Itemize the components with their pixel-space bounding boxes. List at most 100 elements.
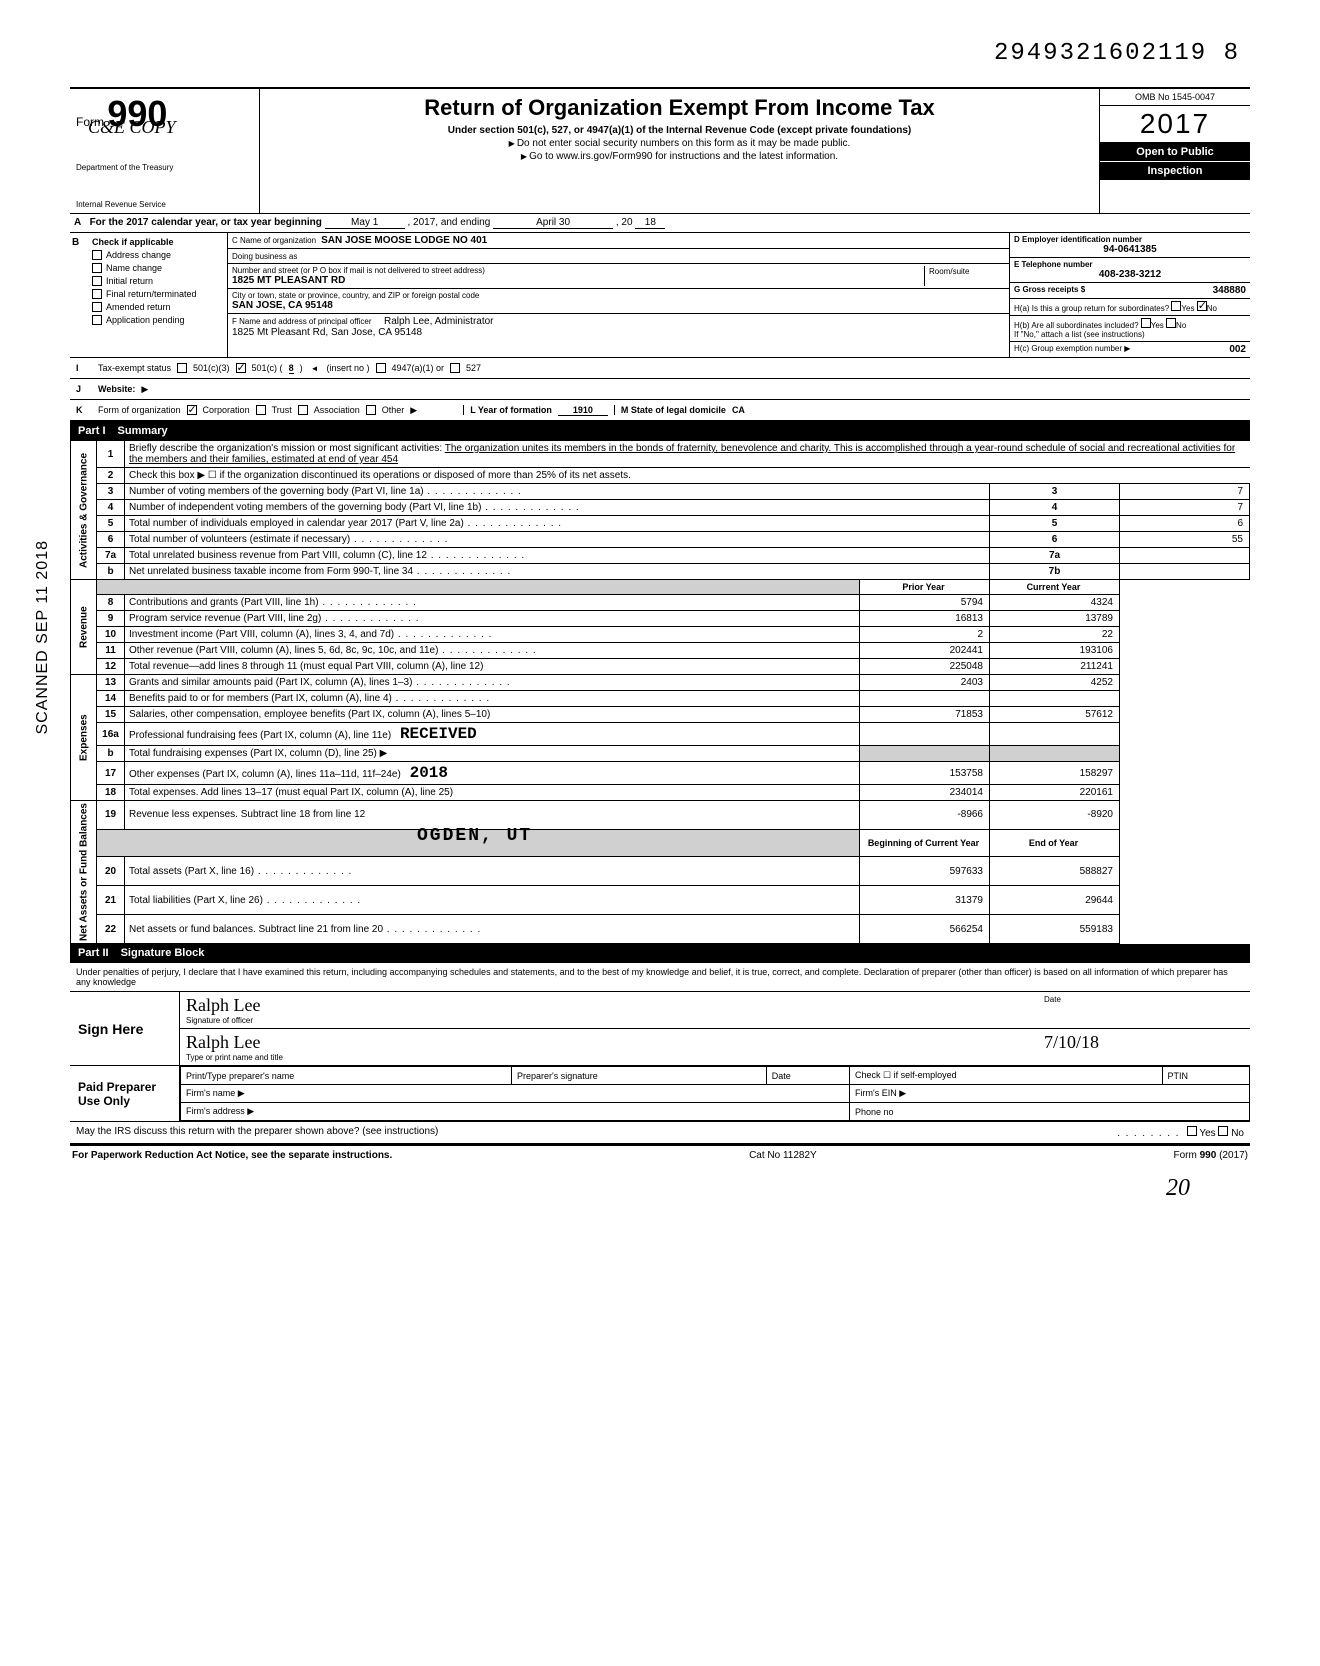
chk-Ha-yes[interactable] [1171,301,1181,311]
form-org-label: Form of organization [98,405,181,415]
org-name-label: C Name of organization [232,236,316,245]
exp-14-py [860,691,990,707]
rev-8-desc: Contributions and grants (Part VIII, lin… [125,595,860,611]
exp-16b-py [860,746,990,762]
prep-date-label: Date [766,1067,849,1085]
gov-4-desc: Number of independent voting members of … [125,500,990,516]
open-public: Open to Public [1100,143,1250,161]
gov-6-box: 6 [990,532,1120,548]
dept-irs: Internal Revenue Service [76,200,253,209]
501c-suffix: ) [300,363,303,373]
section-BJ: B Check if applicable Address change Nam… [70,233,1250,358]
form-header: Form 990 C&E COPY Department of the Trea… [70,87,1250,214]
scanned-stamp: SCANNED SEP 11 2018 [34,540,52,735]
exp-17-desc: Other expenses (Part IX, column (A), lin… [129,769,401,780]
exp-17-n: 17 [97,762,125,785]
tax-year-begin: May 1 [325,217,405,229]
sig-date-label: Date [1044,995,1244,1004]
chk-4947[interactable] [376,363,386,373]
exp-19-cy: -8920 [990,801,1120,830]
exp-17-cy: 158297 [990,762,1120,785]
chk-Hb-yes[interactable] [1141,318,1151,328]
chk-501c3[interactable] [177,363,187,373]
officer-addr: 1825 Mt Pleasant Rd, San Jose, CA 95148 [232,327,1005,338]
chk-Ha-no[interactable] [1197,301,1207,311]
Hc-label: H(c) Group exemption number [1014,344,1122,353]
ein-label: D Employer identification number [1014,235,1246,244]
firm-ein-label: Firm's EIN [855,1088,897,1098]
gross-value: 348880 [1213,285,1246,296]
website-arrow: ▶ [141,384,148,395]
chk-final-return[interactable] [92,289,102,299]
phone-value: 408-238-3212 [1014,269,1246,280]
lbl-assoc: Association [314,405,360,415]
chk-discuss-no[interactable] [1218,1126,1228,1136]
received-date: 2018 [410,764,448,782]
hdr-current: Current Year [990,580,1120,595]
form-id-cell: Form 990 C&E COPY Department of the Trea… [70,89,260,213]
net-22-n: 22 [97,915,125,944]
sign-here: Sign Here [70,992,180,1065]
gov-7a-box: 7a [990,548,1120,564]
lbl-501c: 501(c) ( [252,363,283,373]
room-label: Room/suite [929,267,969,276]
chk-assoc[interactable] [298,405,308,415]
exp-16a-desc-cell: Professional fundraising fees (Part IX, … [125,723,860,746]
exp-17-py: 153758 [860,762,990,785]
lbl-name-change: Name change [106,263,162,273]
exp-14-cy [990,691,1120,707]
Ha-yes: Yes [1181,304,1194,313]
lbl-amended: Amended return [106,302,171,312]
discuss-yes: Yes [1199,1128,1215,1139]
instructions-note: Go to www.irs.gov/Form990 for instructio… [268,151,1091,162]
exp-18-cy: 220161 [990,785,1120,801]
city-value: SAN JOSE, CA 95148 [232,300,1005,311]
gov-3-desc: Number of voting members of the governin… [125,484,990,500]
exp-18-desc: Total expenses. Add lines 13–17 (must eq… [125,785,860,801]
gross-label: G Gross receipts $ [1014,285,1085,296]
gov-7a-n: 7a [97,548,125,564]
rev-9-n: 9 [97,611,125,627]
row-A-mid: , 2017, and ending [407,217,490,228]
officer-name-print: Ralph Lee [186,1032,1044,1053]
chk-corp[interactable] [187,405,197,415]
chk-address-change[interactable] [92,250,102,260]
chk-Hb-no[interactable] [1166,318,1176,328]
exp-19-py: -8966 [860,801,990,830]
chk-app-pending[interactable] [92,315,102,325]
exp-15-desc: Salaries, other compensation, employee b… [125,707,860,723]
chk-other[interactable] [366,405,376,415]
chk-501c[interactable] [236,363,246,373]
rev-11-n: 11 [97,643,125,659]
gov-4-box: 4 [990,500,1120,516]
Hb-note: If "No," attach a list (see instructions… [1014,330,1246,339]
rev-12-cy: 211241 [990,659,1120,675]
gov-7b-val [1120,564,1250,580]
exp-19-n: 19 [97,801,125,830]
inspection: Inspection [1100,161,1250,180]
net-22-py: 566254 [860,915,990,944]
gov-4-n: 4 [97,500,125,516]
gov-6-n: 6 [97,532,125,548]
chk-name-change[interactable] [92,263,102,273]
prep-name-label: Print/Type preparer's name [181,1067,512,1085]
chk-initial-return[interactable] [92,276,102,286]
exp-16a-n: 16a [97,723,125,746]
row-A: A For the 2017 calendar year, or tax yea… [70,214,1250,233]
hdr-eoy: End of Year [990,829,1120,856]
discuss-no: No [1231,1128,1244,1139]
line2: Check this box ▶ ☐ if the organization d… [125,468,1250,484]
net-22-desc: Net assets or fund balances. Subtract li… [125,915,860,944]
discuss-label: May the IRS discuss this return with the… [76,1126,438,1139]
chk-discuss-yes[interactable] [1187,1126,1197,1136]
street-value: 1825 MT PLEASANT RD [232,275,920,286]
part1-header: Part I Summary [70,422,1250,440]
exp-14-n: 14 [97,691,125,707]
firm-addr-label: Firm's address [186,1106,245,1116]
exp-13-py: 2403 [860,675,990,691]
chk-trust[interactable] [256,405,266,415]
rev-11-py: 202441 [860,643,990,659]
Hb-label: H(b) Are all subordinates included? [1014,321,1139,330]
chk-527[interactable] [450,363,460,373]
chk-amended[interactable] [92,302,102,312]
